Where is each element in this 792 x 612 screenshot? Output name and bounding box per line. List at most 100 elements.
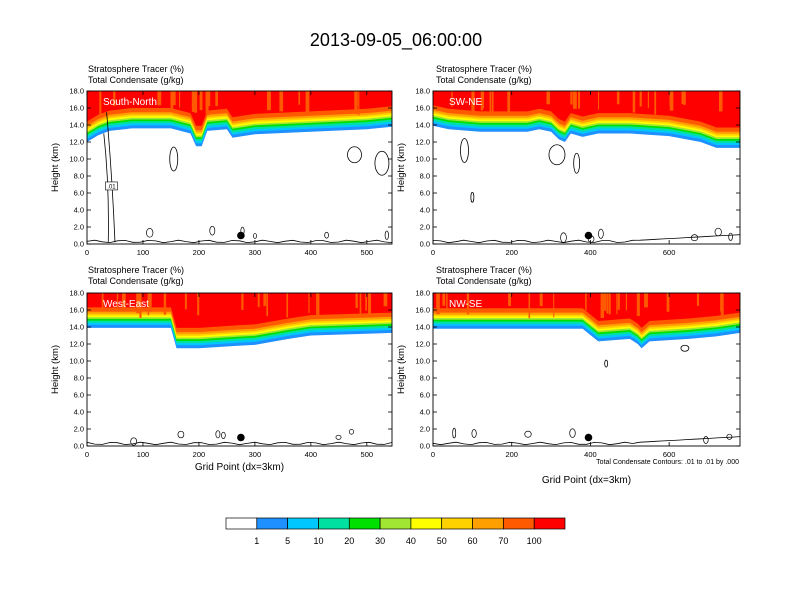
condensate-contour	[728, 232, 733, 241]
x-tick-label: 0	[431, 248, 435, 257]
y-tick-label: 12.0	[415, 340, 430, 349]
tracer-streak	[205, 91, 208, 107]
condensate-contour	[215, 430, 221, 439]
condensate-contour	[349, 428, 354, 435]
panel-label: West-East	[103, 299, 149, 310]
tracer-streak	[489, 91, 492, 112]
tracer-streak	[719, 91, 723, 112]
panel-header-tracer: Stratosphere Tracer (%)	[88, 64, 184, 74]
location-marker	[237, 433, 245, 442]
y-tick-label: 8.0	[420, 374, 430, 383]
y-tick-label: 16.0	[415, 104, 430, 113]
y-tick-label: 8.0	[420, 172, 430, 181]
x-tick-label: 200	[505, 248, 518, 257]
condensate-contour	[146, 228, 154, 238]
contour-label-box	[105, 181, 118, 191]
tracer-streak	[636, 293, 640, 316]
colorbar-label: 30	[375, 536, 385, 546]
tracer-streak	[471, 91, 475, 115]
tracer-streak	[191, 91, 195, 112]
tracer-streak	[570, 91, 573, 105]
panel-header-condensate: Total Condensate (g/kg)	[88, 75, 184, 85]
y-axis-label: Height (km)	[50, 143, 61, 192]
tracer-field	[87, 293, 392, 446]
y-tick-label: 6.0	[74, 189, 84, 198]
y-tick-label: 0.0	[74, 240, 84, 249]
tracer-streak	[616, 293, 618, 315]
y-tick-label: 14.0	[69, 121, 84, 130]
tracer-streak	[528, 293, 531, 319]
tracer-streak	[383, 293, 388, 307]
location-marker	[584, 433, 593, 442]
colorbar-label: 1	[254, 536, 259, 546]
colorbar-label: 60	[467, 536, 477, 546]
tracer-streak	[184, 293, 187, 310]
colorbar-swatch	[410, 517, 443, 530]
tracer-streak	[491, 91, 494, 113]
panel-header-tracer: Stratosphere Tracer (%)	[88, 265, 184, 275]
panel-sw-ne: 0.0 2.0 4.0 6.0 8.0 10.0 12.0 14.0 16.0 18.0 0 200 4…	[396, 64, 741, 257]
tracer-streak	[466, 293, 470, 315]
tracer-streak	[598, 91, 600, 110]
panel-west-east: 0.0 2.0 4.0 6.0 8.0 10.0 12.0 14.0 16.0 18.0 0 100 2…	[50, 265, 393, 459]
tracer-streak	[286, 293, 289, 318]
x-tick-label: 100	[137, 248, 150, 257]
y-tick-label: 2.0	[420, 425, 430, 434]
y-tick-label: 4.0	[74, 408, 84, 417]
panel-label: SW-NE	[449, 97, 482, 108]
tracer-streak	[365, 293, 367, 311]
panel-south-north: .01 0.0 2.0 4.0 6.0 8.0 10.0 12.0 14.0 16.0 18.0 0 1…	[50, 64, 393, 257]
condensate-contour	[598, 228, 604, 239]
y-tick-label: 14.0	[69, 323, 84, 332]
y-tick-label: 16.0	[69, 306, 84, 315]
tracer-streak	[681, 91, 684, 104]
tracer-streak	[354, 91, 358, 115]
condensate-contour	[703, 436, 709, 444]
tracer-streak	[625, 293, 628, 311]
y-tick-label: 4.0	[420, 408, 430, 417]
tracer-streak	[606, 293, 609, 314]
tracer-streak	[170, 91, 174, 109]
x-tick-label: 0	[431, 450, 435, 459]
tracer-streak	[436, 293, 440, 315]
y-tick-label: 10.0	[415, 155, 430, 164]
y-tick-label: 0.0	[420, 442, 430, 451]
tracer-streak	[308, 293, 310, 314]
tracer-streak	[683, 91, 686, 105]
tracer-streak	[147, 293, 152, 312]
x-tick-label: 400	[305, 450, 318, 459]
y-tick-label: 18.0	[415, 87, 430, 96]
tracer-streak	[199, 91, 203, 111]
tracer-streak	[446, 293, 448, 313]
tracer-streak	[644, 293, 648, 308]
panel-header-condensate: Total Condensate (g/kg)	[436, 276, 532, 286]
tracer-streak	[666, 293, 670, 312]
y-tick-label: 4.0	[74, 206, 84, 215]
tracer-streak	[163, 293, 167, 315]
tracer-streak	[546, 91, 550, 105]
condensate-contour	[130, 437, 138, 446]
y-tick-label: 4.0	[420, 206, 430, 215]
plot-frame	[432, 90, 741, 245]
condensate-contour	[347, 146, 362, 164]
colorbar-label: 70	[498, 536, 508, 546]
x-axis-label: Grid Point (dx=3km)	[542, 475, 631, 486]
terrain-line	[433, 234, 740, 244]
tracer-streak	[572, 91, 577, 109]
y-tick-label: 2.0	[420, 223, 430, 232]
y-tick-label: 8.0	[74, 374, 84, 383]
x-tick-label: 400	[305, 248, 318, 257]
y-tick-label: 10.0	[69, 357, 84, 366]
y-tick-label: 16.0	[69, 104, 84, 113]
tracer-streak	[720, 293, 723, 312]
y-tick-label: 12.0	[415, 138, 430, 147]
tracer-streak	[578, 91, 581, 109]
colorbar-label: 40	[406, 536, 416, 546]
colorbar-label: 10	[313, 536, 323, 546]
tracer-streak	[632, 91, 636, 113]
location-marker	[584, 231, 593, 240]
x-tick-label: 100	[137, 450, 150, 459]
y-axis-label: Height (km)	[50, 345, 61, 394]
tracer-streak	[122, 293, 126, 310]
tracer-streak	[355, 293, 358, 309]
